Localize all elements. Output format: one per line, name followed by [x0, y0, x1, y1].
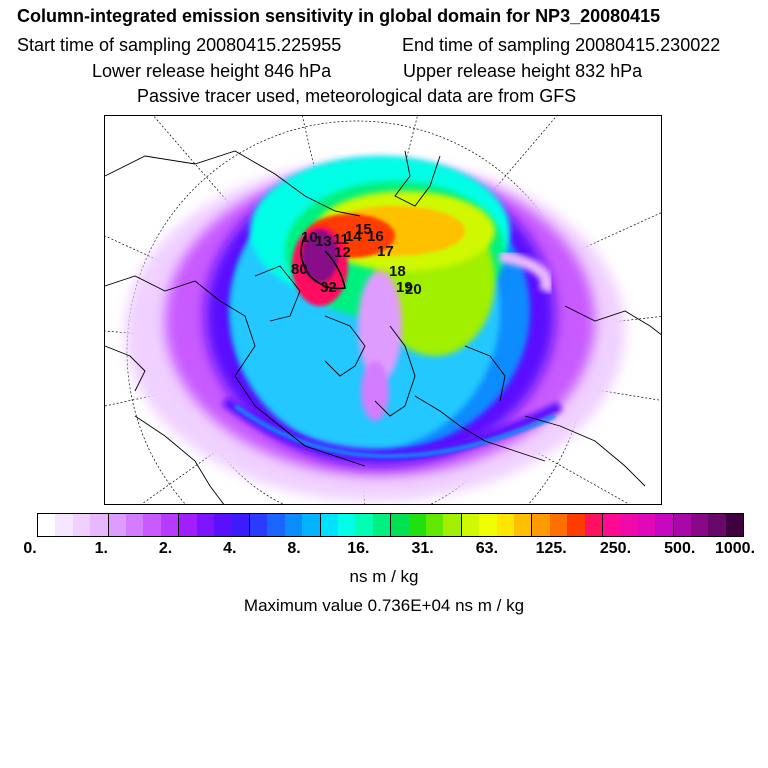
colorbar [37, 513, 744, 537]
colorbar-cell [584, 514, 602, 536]
track-label-16: 16 [367, 228, 384, 245]
colorbar-tick-label: 0. [23, 540, 37, 557]
emission-sensitivity-map: 10 11 12 13 14 15 16 17 18 19 20 80 32 [105, 116, 661, 504]
page-title: Column-integrated emission sensitivity i… [17, 6, 661, 26]
colorbar-tick-label: 8. [287, 540, 301, 557]
track-label-32: 32 [320, 279, 337, 296]
colorbar-cell [408, 514, 426, 536]
track-label-13: 13 [315, 233, 332, 250]
track-label-19: 19 [396, 279, 413, 296]
colorbar-cell [355, 514, 373, 536]
colorbar-cell [691, 514, 709, 536]
map-panel: 10 11 12 13 14 15 16 17 18 19 20 80 32 [104, 115, 662, 505]
colorbar-tick-label: 1. [94, 540, 108, 557]
upper-release-text: Upper release height 832 hPa [403, 61, 643, 81]
colorbar-cell [178, 514, 197, 536]
maximum-value-text: Maximum value 0.736E+04 ns m / kg [243, 596, 525, 615]
colorbar-tick-label: 16. [347, 540, 370, 557]
colorbar-tick-label: 250. [599, 540, 632, 557]
colorbar-cell [443, 514, 461, 536]
colorbar-cell [372, 514, 391, 536]
start-time-text: Start time of sampling 20080415.225955 [17, 35, 342, 55]
track-label-14: 14 [345, 228, 362, 245]
colorbar-cell [602, 514, 621, 536]
colorbar-cell [425, 514, 444, 536]
colorbar-tick-label: 1000. [714, 540, 756, 557]
colorbar-cell [655, 514, 673, 536]
colorbar-cell [549, 514, 568, 536]
colorbar-cell [143, 514, 161, 536]
colorbar-cell [267, 514, 285, 536]
colorbar-cell [196, 514, 215, 536]
colorbar-cell [72, 514, 91, 536]
colorbar-cell [672, 514, 692, 536]
colorbar-cell [231, 514, 249, 536]
colorbar-tick-label: 125. [535, 540, 567, 557]
colorbar-cell [460, 514, 480, 536]
track-label-20: 20 [405, 281, 422, 298]
colorbar-tick-label: 4. [223, 540, 237, 557]
colorbar-cell [637, 514, 656, 536]
colorbar-cell [513, 514, 532, 536]
track-label-15: 15 [355, 221, 372, 238]
colorbar-cell [567, 514, 585, 536]
units-label: ns m / kg [349, 567, 419, 586]
colorbar-cell [725, 514, 744, 536]
colorbar-cell [55, 514, 73, 536]
colorbar-cell [160, 514, 179, 536]
colorbar-cell [620, 514, 638, 536]
colorbar-cell [214, 514, 232, 536]
colorbar-cell [708, 514, 726, 536]
colorbar-tick-label: 500. [664, 540, 696, 557]
track-label-18: 18 [389, 263, 406, 280]
track-label-12: 12 [334, 244, 351, 261]
colorbar-cell [531, 514, 550, 536]
track-label-11: 11 [333, 231, 349, 248]
track-label-80: 80 [291, 261, 308, 278]
colorbar-cell [38, 514, 56, 536]
colorbar-cell [337, 514, 356, 536]
track-labels: 10 11 12 13 14 15 16 17 18 19 20 80 32 [291, 221, 422, 298]
colorbar-cell [248, 514, 268, 536]
colorbar-cell [390, 514, 409, 536]
colorbar-cell [107, 514, 127, 536]
sensitivity-field [125, 156, 625, 501]
track-label-10: 10 [301, 229, 318, 246]
colorbar-cell [302, 514, 320, 536]
colorbar-cell [284, 514, 303, 536]
colorbar-tick-label: 31. [411, 540, 434, 557]
end-time-text: End time of sampling 20080415.230022 [402, 35, 721, 55]
colorbar-cell [90, 514, 108, 536]
colorbar-cell [319, 514, 338, 536]
coastlines [105, 150, 661, 504]
colorbar-cell [479, 514, 497, 536]
colorbar-cell [496, 514, 514, 536]
flight-track [300, 235, 346, 290]
colorbar-tick-label: 2. [158, 540, 173, 557]
colorbar-tick-label: 63. [475, 540, 499, 557]
lower-release-text: Lower release height 846 hPa [92, 61, 332, 81]
tracer-note-text: Passive tracer used, meteorological data… [137, 86, 577, 106]
track-label-17: 17 [377, 243, 394, 260]
colorbar-cell [126, 514, 144, 536]
